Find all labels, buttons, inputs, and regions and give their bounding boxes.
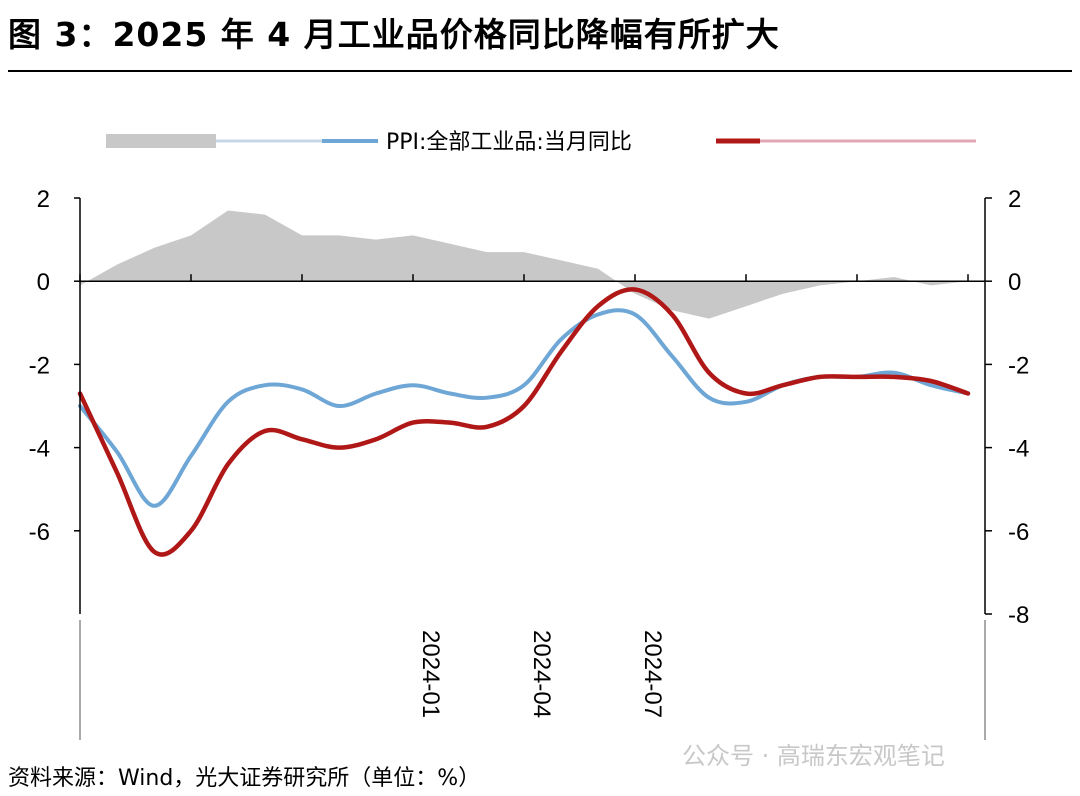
y-tick-label-right: 0 (1008, 269, 1021, 296)
series-area-0 (80, 210, 968, 319)
y-tick-label-right: -8 (1008, 602, 1029, 629)
ppi-chart: PPI:全部工业品:当月同比 -6 -4 -2 0 2 -8 -6 -4 -2 0 2 2024-01… (29, 130, 1029, 740)
chart-legend: PPI:全部工业品:当月同比 (106, 130, 976, 155)
y-tick-label-left: -4 (29, 436, 50, 463)
series-line-2 (77, 287, 971, 557)
source-note: 资料来源：Wind，光大证券研究所（单位：%） (8, 766, 481, 791)
watermark: 公众号 · 高瑞东宏观笔记 (682, 742, 945, 770)
y-tick-label-left: 2 (37, 186, 50, 213)
y-tick-label-right: -2 (1008, 352, 1029, 379)
legend-label-ppi: PPI:全部工业品:当月同比 (386, 130, 632, 155)
legend-area-swatch (106, 134, 216, 148)
y-tick-label-right: -6 (1008, 519, 1029, 546)
y-tick-label-right: -4 (1008, 436, 1029, 463)
y-tick-label-left: -6 (29, 519, 50, 546)
y-tick-label-right: 2 (1008, 186, 1021, 213)
y-tick-label-left: 0 (37, 269, 50, 296)
y-tick-label-left: -2 (29, 352, 50, 379)
x-tick-label: 2024-01 (417, 630, 444, 718)
x-tick-label: 2024-07 (639, 630, 666, 718)
x-tick-label: 2024-04 (528, 630, 555, 718)
page-title: 图 3：2025 年 4 月工业品价格同比降幅有所扩大 (8, 15, 780, 54)
title-divider (8, 70, 1072, 72)
